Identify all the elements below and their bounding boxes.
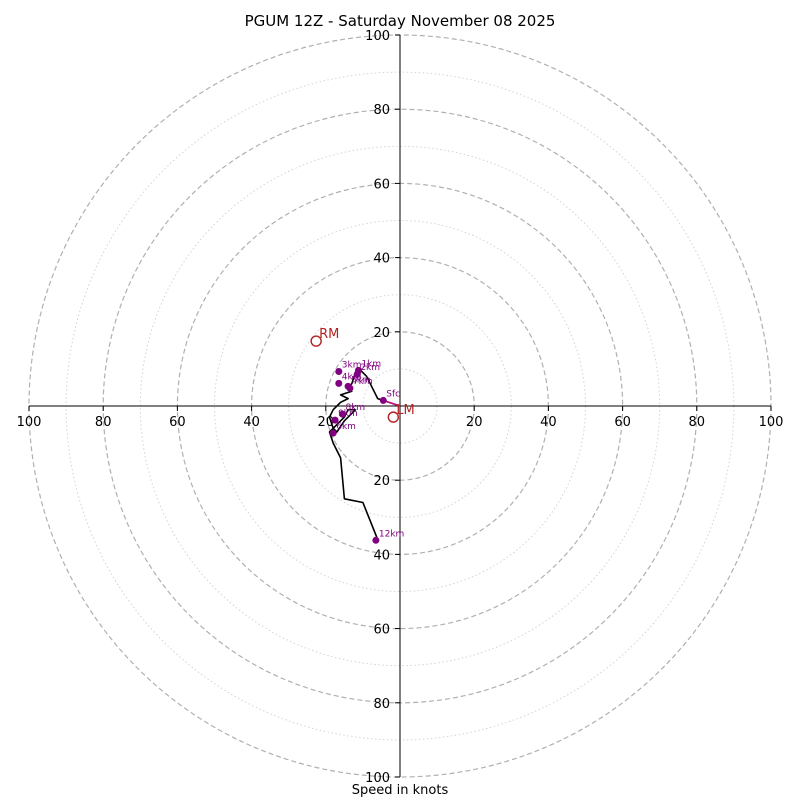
y-tick-label: 60 [373,623,390,638]
motion-label: RM [319,327,339,342]
height-point-label: 2km [360,363,380,373]
x-tick-label: 60 [169,415,186,430]
x-tick-label: 80 [689,415,706,430]
y-tick-label: 100 [365,771,390,786]
x-axis-label: Speed in knots [351,783,449,798]
y-tick-label: 80 [373,103,390,118]
height-point-label: 3km [342,360,362,370]
y-tick-label: 80 [373,697,390,712]
height-point-label: 12km [379,529,404,539]
axis-ticks: 100 80 60 40 20 20 40 60 80 100100806040202040608… [17,29,784,786]
x-tick-label: 40 [243,415,260,430]
height-point-label: 5km [351,375,371,385]
height-point-marker [338,410,346,418]
x-tick-label: 60 [614,415,631,430]
height-point-label: 8km [345,403,365,413]
height-point-marker [335,379,343,387]
height-point-marker [329,429,337,437]
height-point-marker [372,536,380,544]
height-point-label: 4km [342,372,362,382]
height-point-label: 7km [353,377,373,387]
height-point-marker [353,370,361,378]
y-tick-label: 20 [373,326,390,341]
y-tick-label: 100 [365,29,390,44]
x-tick-label: 80 [95,415,112,430]
y-tick-label: 40 [373,252,390,267]
y-tick-label: 40 [373,548,390,563]
x-tick-label: 20 [466,415,483,430]
x-tick-label: 100 [759,415,784,430]
motion-label: LM [396,403,414,418]
y-tick-label: 60 [373,177,390,192]
height-point-marker [346,384,354,392]
motion-marker [310,335,322,347]
height-point-label: 6km [336,422,356,432]
height-point-label: Sfc [386,389,400,399]
x-tick-label: 40 [540,415,557,430]
x-tick-label: 100 [17,415,42,430]
height-point-marker [379,396,387,404]
chart-title: PGUM 12Z - Saturday November 08 2025 [244,12,556,30]
y-tick-label: 20 [373,474,390,489]
storm-motion-markers: RM LM [310,327,415,423]
height-point-label: 1km [361,359,381,369]
height-point-marker [331,416,339,424]
height-point-marker [335,367,343,375]
height-point-label: 9km [338,409,358,419]
motion-marker [387,411,400,423]
